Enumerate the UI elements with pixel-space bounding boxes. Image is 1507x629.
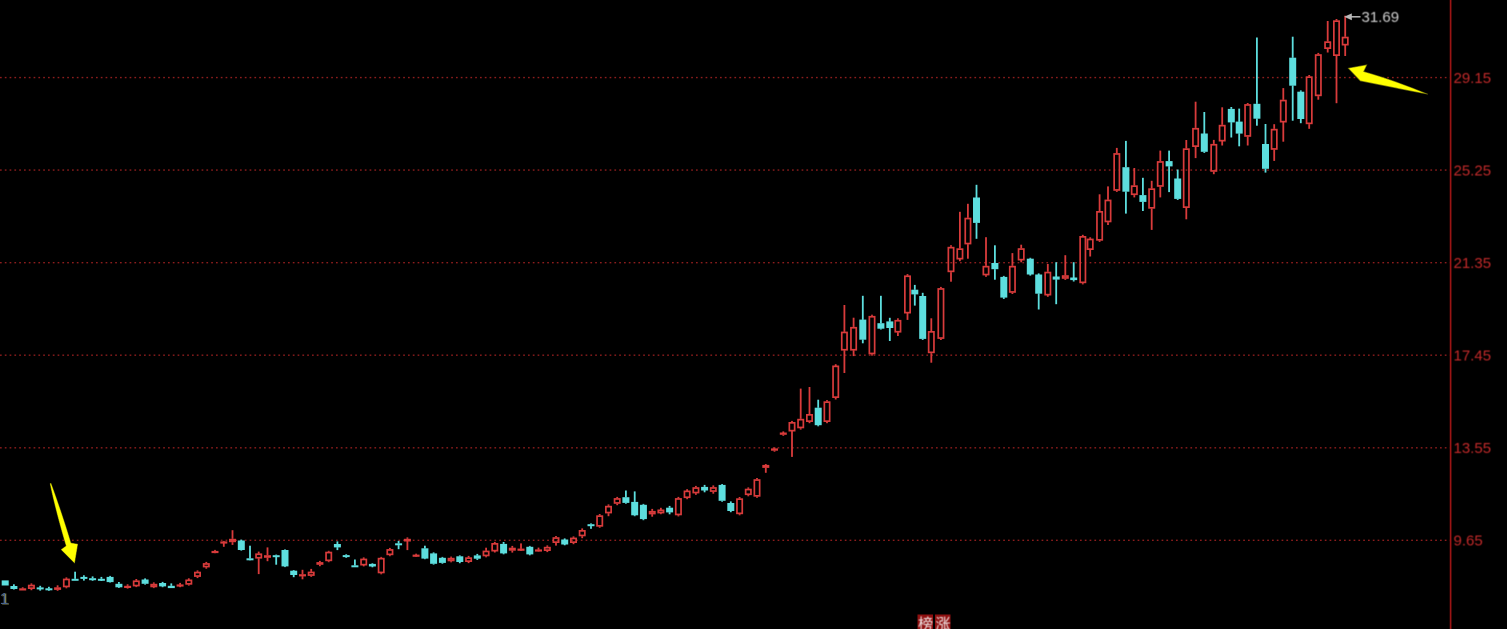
svg-text:13.55: 13.55	[1454, 440, 1492, 457]
svg-text:1: 1	[1, 592, 10, 609]
svg-text:31.69: 31.69	[1362, 9, 1400, 26]
svg-text:9.65: 9.65	[1454, 533, 1483, 550]
svg-text:21.35: 21.35	[1454, 255, 1492, 272]
svg-text:25.25: 25.25	[1454, 162, 1492, 179]
svg-text:榜: 榜	[918, 616, 933, 629]
svg-text:17.45: 17.45	[1454, 347, 1492, 364]
svg-text:涨: 涨	[936, 616, 951, 629]
svg-text:29.15: 29.15	[1454, 70, 1492, 87]
svg-text:1: 1	[0, 591, 8, 608]
